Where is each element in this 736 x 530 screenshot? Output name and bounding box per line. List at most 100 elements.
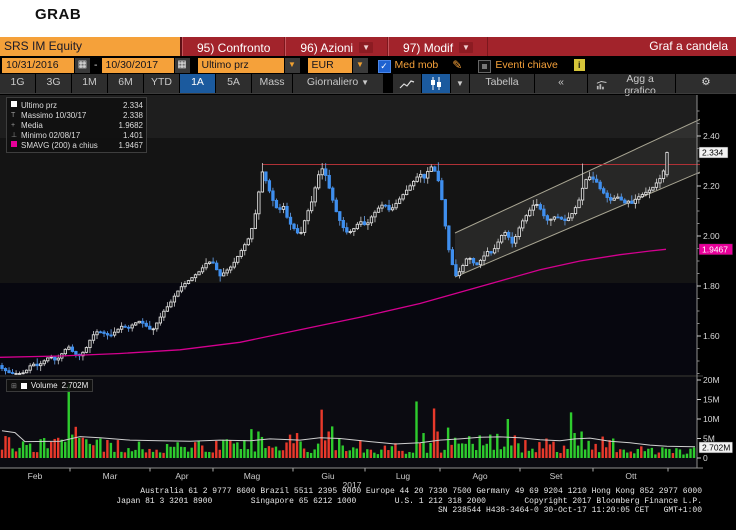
price-legend-box[interactable]: Ultimo prz 2.334 T Massimo 10/30/17 2.338 + Me…	[6, 97, 147, 153]
price-field-select[interactable]: Ultimo prz	[197, 57, 284, 73]
year-label: 2017	[343, 480, 362, 490]
chevron-down-icon[interactable]: ▼	[284, 57, 300, 73]
range-toolbar: 1G 3G 1M 6M YTD 1A 5A Mass Giornaliero ▼ ▼ Tabe…	[0, 73, 736, 97]
svg-text:2.334: 2.334	[702, 148, 724, 158]
legend-row[interactable]: T Massimo 10/30/17 2.338	[11, 110, 143, 120]
volume-tick-label: 5M	[703, 434, 715, 444]
range-button-group: 1G 3G 1M 6M YTD 1A 5A Mass	[0, 74, 292, 93]
page-title: GRAB	[35, 6, 82, 23]
line-chart-icon[interactable]	[393, 74, 421, 93]
date-from-input[interactable]: 10/31/2016	[2, 57, 74, 73]
smavg-line[interactable]	[0, 248, 667, 358]
security-ticker-field[interactable]: SRS IM Equity	[0, 37, 182, 56]
tab-modif-label: 97) Modif	[403, 40, 454, 55]
toolbar-divider	[0, 93, 736, 94]
legend-label: Minimo 02/08/17	[21, 130, 81, 140]
table-button[interactable]: Tabella	[470, 74, 534, 93]
range-button-5a[interactable]: 5A	[216, 74, 251, 93]
candlesticks	[0, 151, 669, 375]
volume-tick-label: 0	[703, 453, 708, 463]
window-titlebar: GRAB	[0, 0, 736, 37]
info-icon[interactable]: i	[573, 59, 585, 71]
currency-select[interactable]: EUR	[307, 57, 352, 73]
chevron-down-icon[interactable]: ▼	[451, 74, 469, 93]
calendar-icon[interactable]: ▦	[75, 57, 90, 73]
range-button-ytd[interactable]: YTD	[144, 74, 179, 93]
legend-value: 2.334	[122, 100, 143, 110]
legend-marker-icon: ⊥	[11, 132, 18, 139]
month-label: Feb	[28, 471, 43, 481]
legend-marker-icon: +	[11, 121, 16, 129]
chart-controls-row: 10/31/2016 ▦ - 10/30/2017 ▦ Ultimo prz ▼…	[0, 56, 736, 74]
legend-value: 1.9467	[118, 140, 143, 150]
legend-label: Media	[21, 120, 43, 130]
legend-value: 1.401	[122, 130, 143, 140]
pencil-icon[interactable]: ✎	[452, 58, 463, 72]
med-mob-label: Med mob	[394, 59, 439, 71]
range-button-mass[interactable]: Mass	[252, 74, 292, 93]
legend-row[interactable]: ⊥ Minimo 02/08/17 1.401	[11, 130, 143, 140]
volume-tick-label: 20M	[703, 375, 720, 385]
tab-confronto[interactable]: 95) Confronto	[182, 37, 286, 56]
legend-value: 2.338	[122, 110, 143, 120]
legend-row[interactable]: + Media 1.9682	[11, 120, 143, 130]
price-tick-label: 1.60	[703, 331, 720, 341]
month-label: Apr	[175, 471, 188, 481]
tab-confronto-label: 95) Confronto	[197, 40, 271, 55]
legend-label: SMAVG (200) a chius	[21, 140, 98, 150]
price-tick-label: 2.20	[703, 181, 720, 191]
month-label: Mar	[103, 471, 118, 481]
range-button-1a[interactable]: 1A	[180, 74, 215, 93]
legend-marker-icon	[11, 141, 21, 149]
legend-label: Ultimo prz	[21, 100, 58, 110]
eventi-chiave-label: Eventi chiave	[495, 59, 558, 71]
volume-legend-box[interactable]: ⊞ Volume 2.702M	[6, 379, 94, 392]
price-tick-label: 2.40	[703, 131, 720, 141]
legend-label: Massimo 10/30/17	[21, 110, 87, 120]
calendar-icon[interactable]: ▦	[174, 57, 190, 73]
add-to-chart-button[interactable]: Agg a grafico	[588, 73, 675, 97]
tab-modif[interactable]: 97) Modif ▼	[388, 37, 488, 56]
last-price-label	[698, 146, 729, 159]
price-tick-label: 2.00	[703, 231, 720, 241]
volume-bars	[0, 384, 696, 458]
range-button-6m[interactable]: 6M	[108, 74, 143, 93]
chevron-down-icon[interactable]: ▼	[352, 57, 368, 73]
volume-legend-label: Volume	[30, 381, 58, 390]
date-to-input[interactable]: 10/30/2017	[101, 57, 174, 73]
main-toolbar: SRS IM Equity 95) Confronto 96) Azioni ▼…	[0, 37, 736, 56]
date-range-separator: -	[94, 59, 98, 71]
legend-marker-icon: T	[11, 111, 16, 119]
svg-text:2.702M: 2.702M	[702, 442, 730, 452]
chart-type-title: Graf a candela	[649, 39, 728, 53]
volume-legend-value: 2.702M	[61, 381, 89, 390]
volume-last-label	[698, 441, 733, 454]
legend-row[interactable]: Ultimo prz 2.334	[11, 100, 143, 110]
range-button-1m[interactable]: 1M	[72, 74, 107, 93]
smavg-value-label	[698, 243, 733, 256]
period-select-label: Giornaliero	[306, 76, 359, 88]
period-select[interactable]: Giornaliero ▼	[293, 74, 383, 93]
mini-chart-icon	[596, 80, 607, 89]
range-button-3g[interactable]: 3G	[36, 74, 71, 93]
legend-grip-icon: ⊞	[11, 382, 17, 390]
range-button-1g[interactable]: 1G	[0, 74, 35, 93]
month-label: Ago	[472, 471, 487, 481]
eventi-chiave-checkbox[interactable]	[478, 59, 492, 73]
candlestick-chart-icon[interactable]	[422, 74, 450, 93]
price-tick-label: 1.80	[703, 281, 720, 291]
collapse-button[interactable]: «	[535, 74, 587, 93]
volume-tick-label: 15M	[703, 395, 720, 405]
med-mob-checkbox[interactable]: ✓	[377, 59, 391, 73]
chevron-down-icon: ▼	[359, 42, 374, 53]
legend-row[interactable]: SMAVG (200) a chius 1.9467	[11, 140, 143, 150]
tab-azioni[interactable]: 96) Azioni ▼	[285, 37, 389, 56]
legend-marker-icon	[11, 101, 21, 109]
bloomberg-footer: Australia 61 2 9777 8600 Brazil 5511 239…	[116, 487, 702, 515]
volume-tick-label: 10M	[703, 414, 720, 424]
gear-icon[interactable]: ⚙	[676, 74, 736, 93]
month-label: Lug	[396, 471, 410, 481]
volume-ma-line	[1, 430, 696, 448]
